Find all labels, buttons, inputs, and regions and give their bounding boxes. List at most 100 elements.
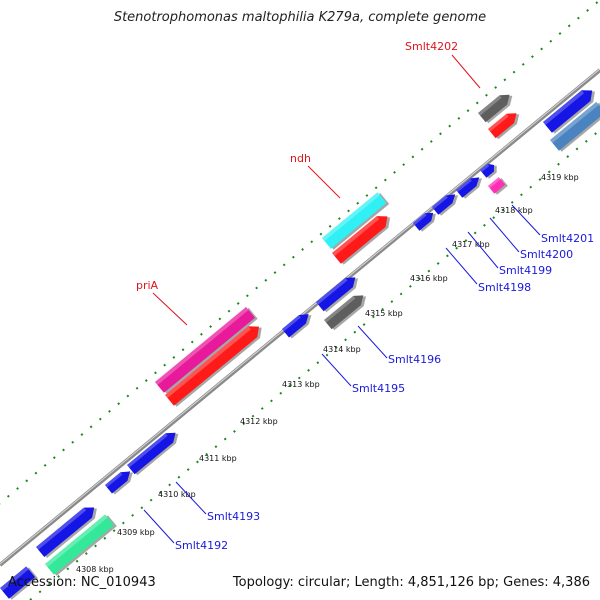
gene-smlt4202-red[interactable] <box>488 108 523 140</box>
label-pria[interactable]: priA <box>136 279 159 292</box>
leader-smlt4201 <box>511 204 541 236</box>
gene-smlt4192-blue-highlight <box>36 507 87 550</box>
gene-smlt4199-blue-highlight <box>456 178 472 193</box>
leader-smlt4193 <box>175 481 207 515</box>
tick-label-1: 4309 kbp <box>117 528 155 537</box>
label-smlt4201[interactable]: Smlt4201 <box>541 232 594 245</box>
leader-smlt4200 <box>489 217 520 253</box>
gene-smlt4202-red-body <box>488 113 517 139</box>
gene-smlt4193b-blue-body <box>105 471 131 494</box>
gene-ndh-cyan[interactable] <box>322 191 390 250</box>
gene-smlt4202-gray-body <box>478 94 510 123</box>
tick-label-11: 4319 kbp <box>541 173 579 182</box>
gene-edge-blue[interactable] <box>0 565 38 600</box>
gene-smlt4195-blue-highlight <box>282 315 301 332</box>
gene-ndh-red[interactable] <box>332 210 395 266</box>
gene-top-steel-body <box>550 101 600 151</box>
gene-smlt4196-blue[interactable] <box>316 272 362 313</box>
label-smlt4193[interactable]: Smlt4193 <box>207 510 260 523</box>
gene-pria-red[interactable] <box>165 320 266 407</box>
tick-label-2: 4310 kbp <box>158 490 196 499</box>
gene-smlt4201-pink-highlight <box>488 177 501 189</box>
gene-features <box>0 84 600 600</box>
gene-edge-blue-highlight <box>0 566 29 592</box>
gene-smlt4198b-blue-body <box>413 212 434 231</box>
gene-smlt4195-blue[interactable] <box>282 309 315 339</box>
leader-smlt4196 <box>357 325 388 359</box>
gene-smlt4198b-blue[interactable] <box>413 208 439 233</box>
gene-smlt4200-blue-body <box>480 163 494 178</box>
gene-smlt4193-blue-body <box>127 432 176 475</box>
gene-smlt4192-mint-body <box>45 514 115 575</box>
inner-ruler <box>29 129 600 600</box>
gene-pria-magenta[interactable] <box>155 306 258 395</box>
gene-smlt4196-gray-highlight <box>324 295 356 323</box>
gene-top-steel-highlight <box>550 101 599 144</box>
gene-smlt4193b-blue[interactable] <box>105 466 136 495</box>
leader-smlt4192 <box>143 509 175 544</box>
gene-smlt4192-blue[interactable] <box>36 502 101 559</box>
gene-smlt4202-gray-highlight <box>478 95 502 116</box>
gene-smlt4202-gray[interactable] <box>478 89 516 124</box>
gene-smlt4198-blue[interactable] <box>432 190 461 217</box>
summary-text: Topology: circular; Length: 4,851,126 bp… <box>232 575 590 590</box>
outer-ruler <box>0 0 600 505</box>
label-smlt4199[interactable]: Smlt4199 <box>499 264 552 277</box>
label-smlt4192[interactable]: Smlt4192 <box>175 539 228 552</box>
gene-top-blue-highlight <box>543 90 585 126</box>
ruler-ticks: 4308 kbp 4309 kbp 4310 kbp 4311 kbp 4312 kbp… <box>76 173 579 574</box>
gene-smlt4196-blue-body <box>316 277 356 312</box>
gene-pria-red-body <box>165 326 259 406</box>
gene-smlt4193b-blue-highlight <box>105 472 123 488</box>
leader-smlt4202 <box>451 54 481 89</box>
label-smlt4200[interactable]: Smlt4200 <box>520 248 573 261</box>
gene-ndh-red-highlight <box>332 216 380 257</box>
gene-top-blue[interactable] <box>543 84 599 135</box>
gene-smlt4201-pink[interactable] <box>488 176 508 196</box>
gene-smlt4200-blue-highlight <box>480 163 490 173</box>
tick-label-3: 4311 kbp <box>199 454 237 463</box>
gene-smlt4195-blue-body <box>282 314 309 338</box>
tick-label-7: 4315 kbp <box>365 309 403 318</box>
gene-smlt4202-red-highlight <box>488 113 509 132</box>
gene-smlt4199-blue[interactable] <box>456 173 485 200</box>
gene-smlt4196-gray-body <box>324 295 364 330</box>
tick-label-5: 4313 kbp <box>282 380 320 389</box>
gene-ndh-cyan-body <box>322 192 387 249</box>
gene-ndh-red-body <box>332 216 388 264</box>
label-ndh[interactable]: ndh <box>290 152 311 165</box>
gene-smlt4196-gray[interactable] <box>324 290 370 331</box>
gene-ndh-cyan-highlight <box>322 192 381 242</box>
gene-smlt4192-mint[interactable] <box>45 513 117 576</box>
gene-pria-red-highlight <box>165 326 251 399</box>
label-leaders <box>143 54 541 544</box>
leader-ndh <box>307 165 341 199</box>
gene-edge-blue-body <box>0 566 36 599</box>
gene-smlt4201-pink-body <box>488 177 506 194</box>
gene-top-steel[interactable] <box>550 101 600 153</box>
gene-smlt4196-blue-highlight <box>316 277 348 305</box>
gene-smlt4192-mint-highlight <box>45 514 108 568</box>
label-smlt4202[interactable]: Smlt4202 <box>405 40 458 53</box>
gene-smlt4192-blue-body <box>36 507 95 558</box>
tick-label-9: 4317 kbp <box>452 240 490 249</box>
label-smlt4195[interactable]: Smlt4195 <box>352 382 405 395</box>
gene-smlt4200-blue[interactable] <box>480 160 500 180</box>
gene-pria-magenta-body <box>155 306 255 393</box>
gene-smlt4193-blue[interactable] <box>127 427 182 476</box>
label-smlt4198[interactable]: Smlt4198 <box>478 281 531 294</box>
label-smlt4196[interactable]: Smlt4196 <box>388 353 441 366</box>
tick-label-6: 4314 kbp <box>323 345 361 354</box>
leader-smlt4195 <box>321 353 352 387</box>
tick-label-8: 4316 kbp <box>410 274 448 283</box>
gene-smlt4198-blue-body <box>432 194 456 215</box>
leader-smlt4199 <box>467 231 499 269</box>
tick-label-4: 4312 kbp <box>240 417 278 426</box>
gene-smlt4198-blue-highlight <box>432 195 448 210</box>
gene-smlt4199-blue-body <box>456 177 480 198</box>
gene-smlt4198b-blue-highlight <box>413 213 427 226</box>
leader-smlt4198 <box>445 247 478 285</box>
gene-top-blue-body <box>543 90 593 133</box>
